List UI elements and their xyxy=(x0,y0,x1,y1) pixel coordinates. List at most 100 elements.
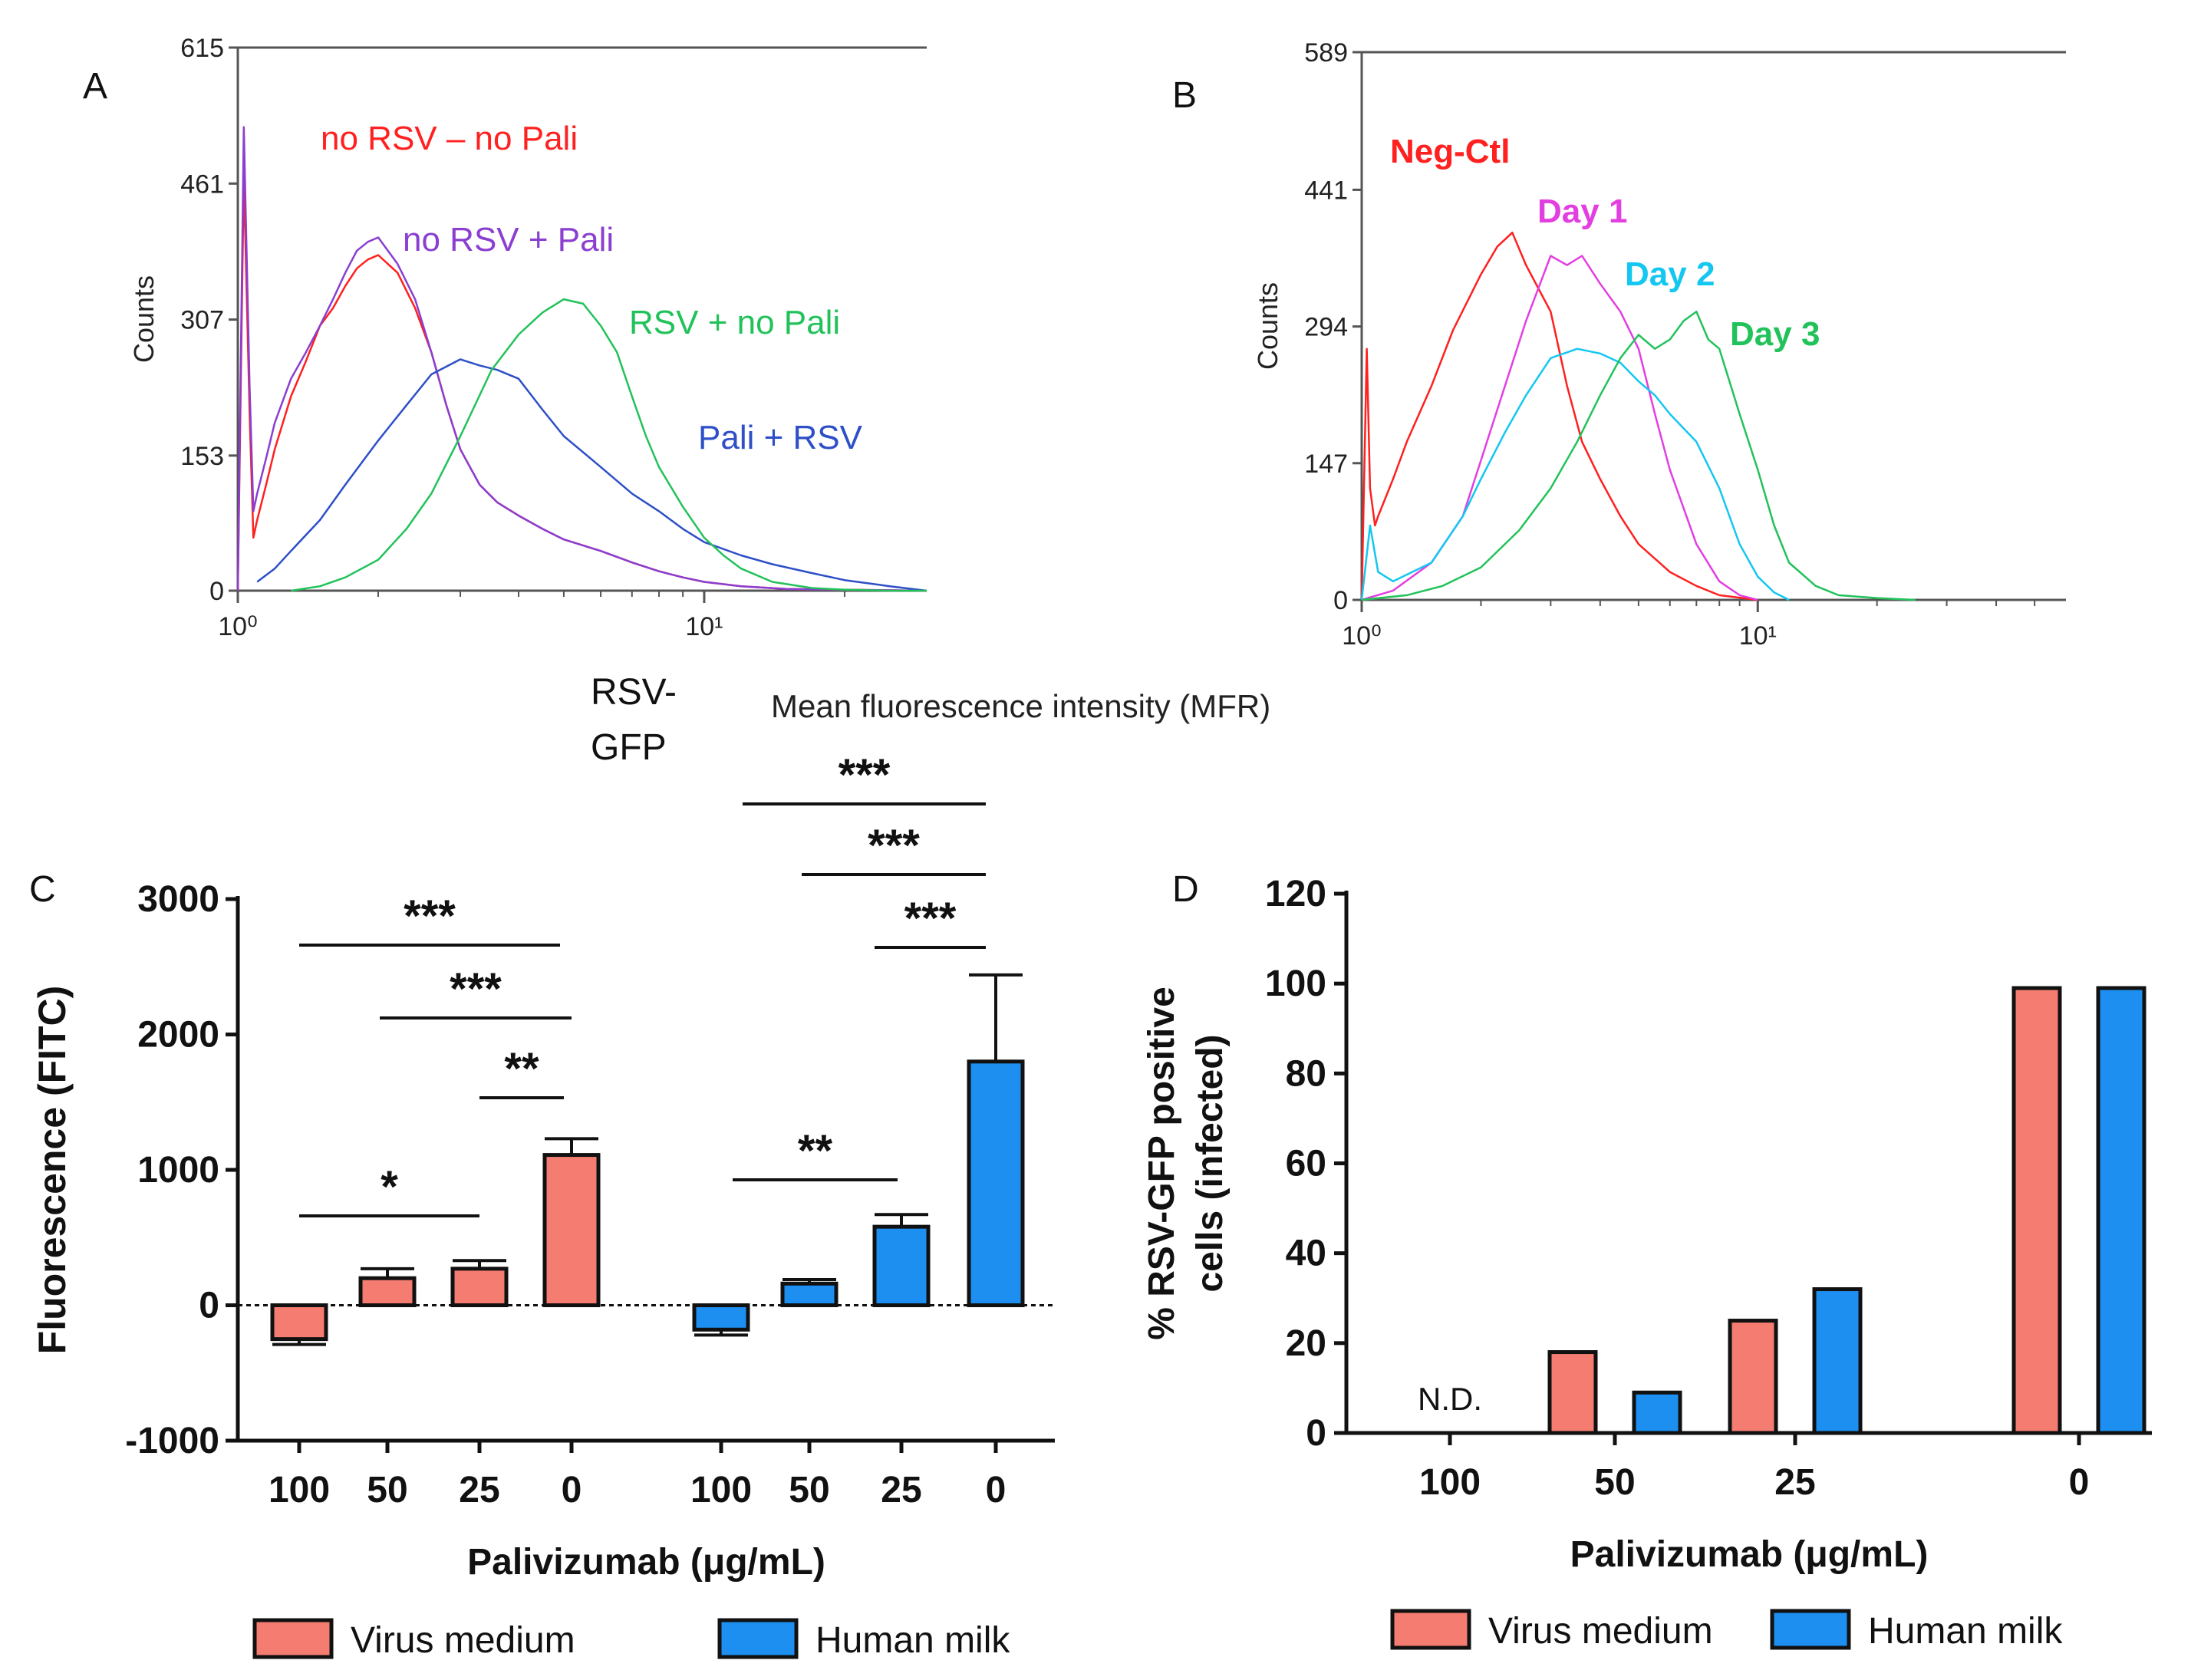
y-axis-label: Counts xyxy=(128,275,160,363)
x-tick-label: 25 xyxy=(459,1470,499,1510)
x-tick-label: 100 xyxy=(269,1470,330,1510)
y-tick-label: 153 xyxy=(180,442,224,471)
y-tick-label: 3000 xyxy=(137,879,219,920)
x-tick-label: 25 xyxy=(881,1470,921,1510)
legend-label: Human milk xyxy=(1868,1611,2063,1652)
bar xyxy=(1547,1350,1598,1435)
y-tick-label: 589 xyxy=(1304,38,1348,68)
panel-label-a: A xyxy=(83,66,107,107)
y-tick-label: 80 xyxy=(1286,1053,1326,1094)
y-tick-label: 0 xyxy=(1306,1413,1326,1454)
histogram-line-day-2 xyxy=(1360,348,1790,601)
significance-label: ** xyxy=(798,1126,833,1176)
y-tick-label: 0 xyxy=(1333,586,1348,615)
series-label: Day 1 xyxy=(1537,193,1627,230)
significance-label: *** xyxy=(839,750,891,800)
x-tick-label: 10¹ xyxy=(685,612,723,641)
shared-xlabel: Mean fluorescence intensity (MFR) xyxy=(771,688,1270,724)
histogram-line-day-1 xyxy=(1361,255,1758,601)
bar xyxy=(872,1224,931,1308)
significance-label: *** xyxy=(904,894,957,944)
x-tick-label: 10⁰ xyxy=(1342,621,1381,651)
y-tick-label: 307 xyxy=(180,306,224,335)
y-axis-label: Fluorescence (FITC) xyxy=(31,986,74,1355)
histogram-line-no-rsv-pali xyxy=(236,126,927,592)
y-tick-label: 40 xyxy=(1286,1234,1326,1274)
panel-d: 0 20 40 60 80 100 120 % RSV-GFP positive cells (… xyxy=(1142,874,2152,1652)
bar xyxy=(1632,1390,1682,1435)
y-tick-label: 2000 xyxy=(137,1015,219,1056)
y-axis-label-line2: cells (infected) xyxy=(1190,1034,1231,1292)
y-tick-label: 120 xyxy=(1265,874,1326,914)
bar xyxy=(450,1267,509,1307)
y-tick-label: 147 xyxy=(1304,450,1348,479)
significance-label: * xyxy=(381,1162,398,1212)
panel-label-c: C xyxy=(29,869,56,910)
series-label: no RSV + Pali xyxy=(403,221,614,259)
a-xlabel-line2: GFP xyxy=(591,727,667,768)
y-tick-label: 1000 xyxy=(137,1150,219,1191)
x-tick-label: 100 xyxy=(1419,1462,1481,1503)
y-axis-label-line1: % RSV-GFP positive xyxy=(1142,987,1182,1340)
bar xyxy=(542,1153,601,1307)
legend-swatch xyxy=(252,1618,334,1659)
histogram-line-neg-ctl xyxy=(1360,231,1758,601)
y-axis-label: Counts xyxy=(1252,282,1283,370)
panel-label-b: B xyxy=(1172,75,1197,116)
histogram-line-rsv-no-pali xyxy=(291,298,927,592)
x-tick-label: 100 xyxy=(690,1470,752,1510)
legend-swatch xyxy=(1770,1609,1851,1650)
significance-label: *** xyxy=(868,821,920,871)
series-label: no RSV – no Pali xyxy=(321,120,578,157)
legend-label: Virus medium xyxy=(351,1620,575,1661)
y-tick-label: 441 xyxy=(1304,176,1348,205)
bar xyxy=(358,1276,417,1307)
x-axis-label: Palivizumab (μg/mL) xyxy=(467,1542,825,1583)
histogram-line-pali-rsv xyxy=(256,358,927,592)
bar xyxy=(967,1059,1025,1308)
y-tick-label: 100 xyxy=(1265,964,1326,1004)
x-tick-label: 25 xyxy=(1774,1462,1815,1503)
y-tick-label: 0 xyxy=(209,577,224,606)
bar xyxy=(270,1303,328,1342)
legend-label: Virus medium xyxy=(1488,1611,1713,1652)
bar xyxy=(692,1303,750,1332)
significance-label: *** xyxy=(450,964,502,1014)
y-tick-label: 20 xyxy=(1286,1323,1326,1364)
bar xyxy=(780,1281,839,1308)
series-label: Neg-Ctl xyxy=(1390,133,1510,170)
legend-swatch xyxy=(1390,1609,1471,1650)
x-tick-label: 50 xyxy=(789,1470,829,1510)
histogram-line-day-3 xyxy=(1361,310,1916,601)
y-tick-label: -1000 xyxy=(125,1421,219,1461)
legend-swatch xyxy=(717,1618,799,1659)
y-tick-label: 615 xyxy=(180,34,224,63)
series-label: Day 2 xyxy=(1625,255,1715,293)
a-xlabel-line1: RSV- xyxy=(591,672,677,713)
x-tick-label: 0 xyxy=(986,1470,1007,1510)
bar xyxy=(2096,986,2147,1435)
x-tick-label: 0 xyxy=(2069,1462,2090,1503)
x-axis-label: Palivizumab (μg/mL) xyxy=(1570,1534,1929,1575)
series-label: Pali + RSV xyxy=(698,419,863,456)
bar xyxy=(2011,986,2062,1435)
series-label: RSV + no Pali xyxy=(629,304,840,341)
significance-label: *** xyxy=(404,891,456,941)
panel-c: -1000 0 1000 2000 3000 Fluorescence (FITC) 100… xyxy=(31,750,1055,1661)
legend-label: Human milk xyxy=(815,1620,1010,1661)
bar xyxy=(1728,1319,1778,1435)
panel-label-d: D xyxy=(1172,869,1199,910)
y-tick-label: 461 xyxy=(180,170,224,199)
series-label: Day 3 xyxy=(1730,315,1820,353)
y-tick-label: 60 xyxy=(1286,1144,1326,1184)
significance-label: ** xyxy=(504,1044,539,1094)
x-tick-label: 10⁰ xyxy=(218,612,257,641)
nd-annotation: N.D. xyxy=(1418,1381,1482,1417)
x-tick-label: 10¹ xyxy=(1739,621,1777,651)
panel-a: 0 153 307 461 615 10⁰ 10¹ Counts no RSV – no Pal… xyxy=(128,34,927,641)
panel-b: 0 147 294 441 589 10⁰ 10¹ Counts Neg-Ctl Day 1 Day… xyxy=(1252,38,2066,651)
y-tick-label: 294 xyxy=(1304,313,1348,342)
bar xyxy=(1812,1287,1863,1435)
x-tick-label: 50 xyxy=(1594,1462,1635,1503)
